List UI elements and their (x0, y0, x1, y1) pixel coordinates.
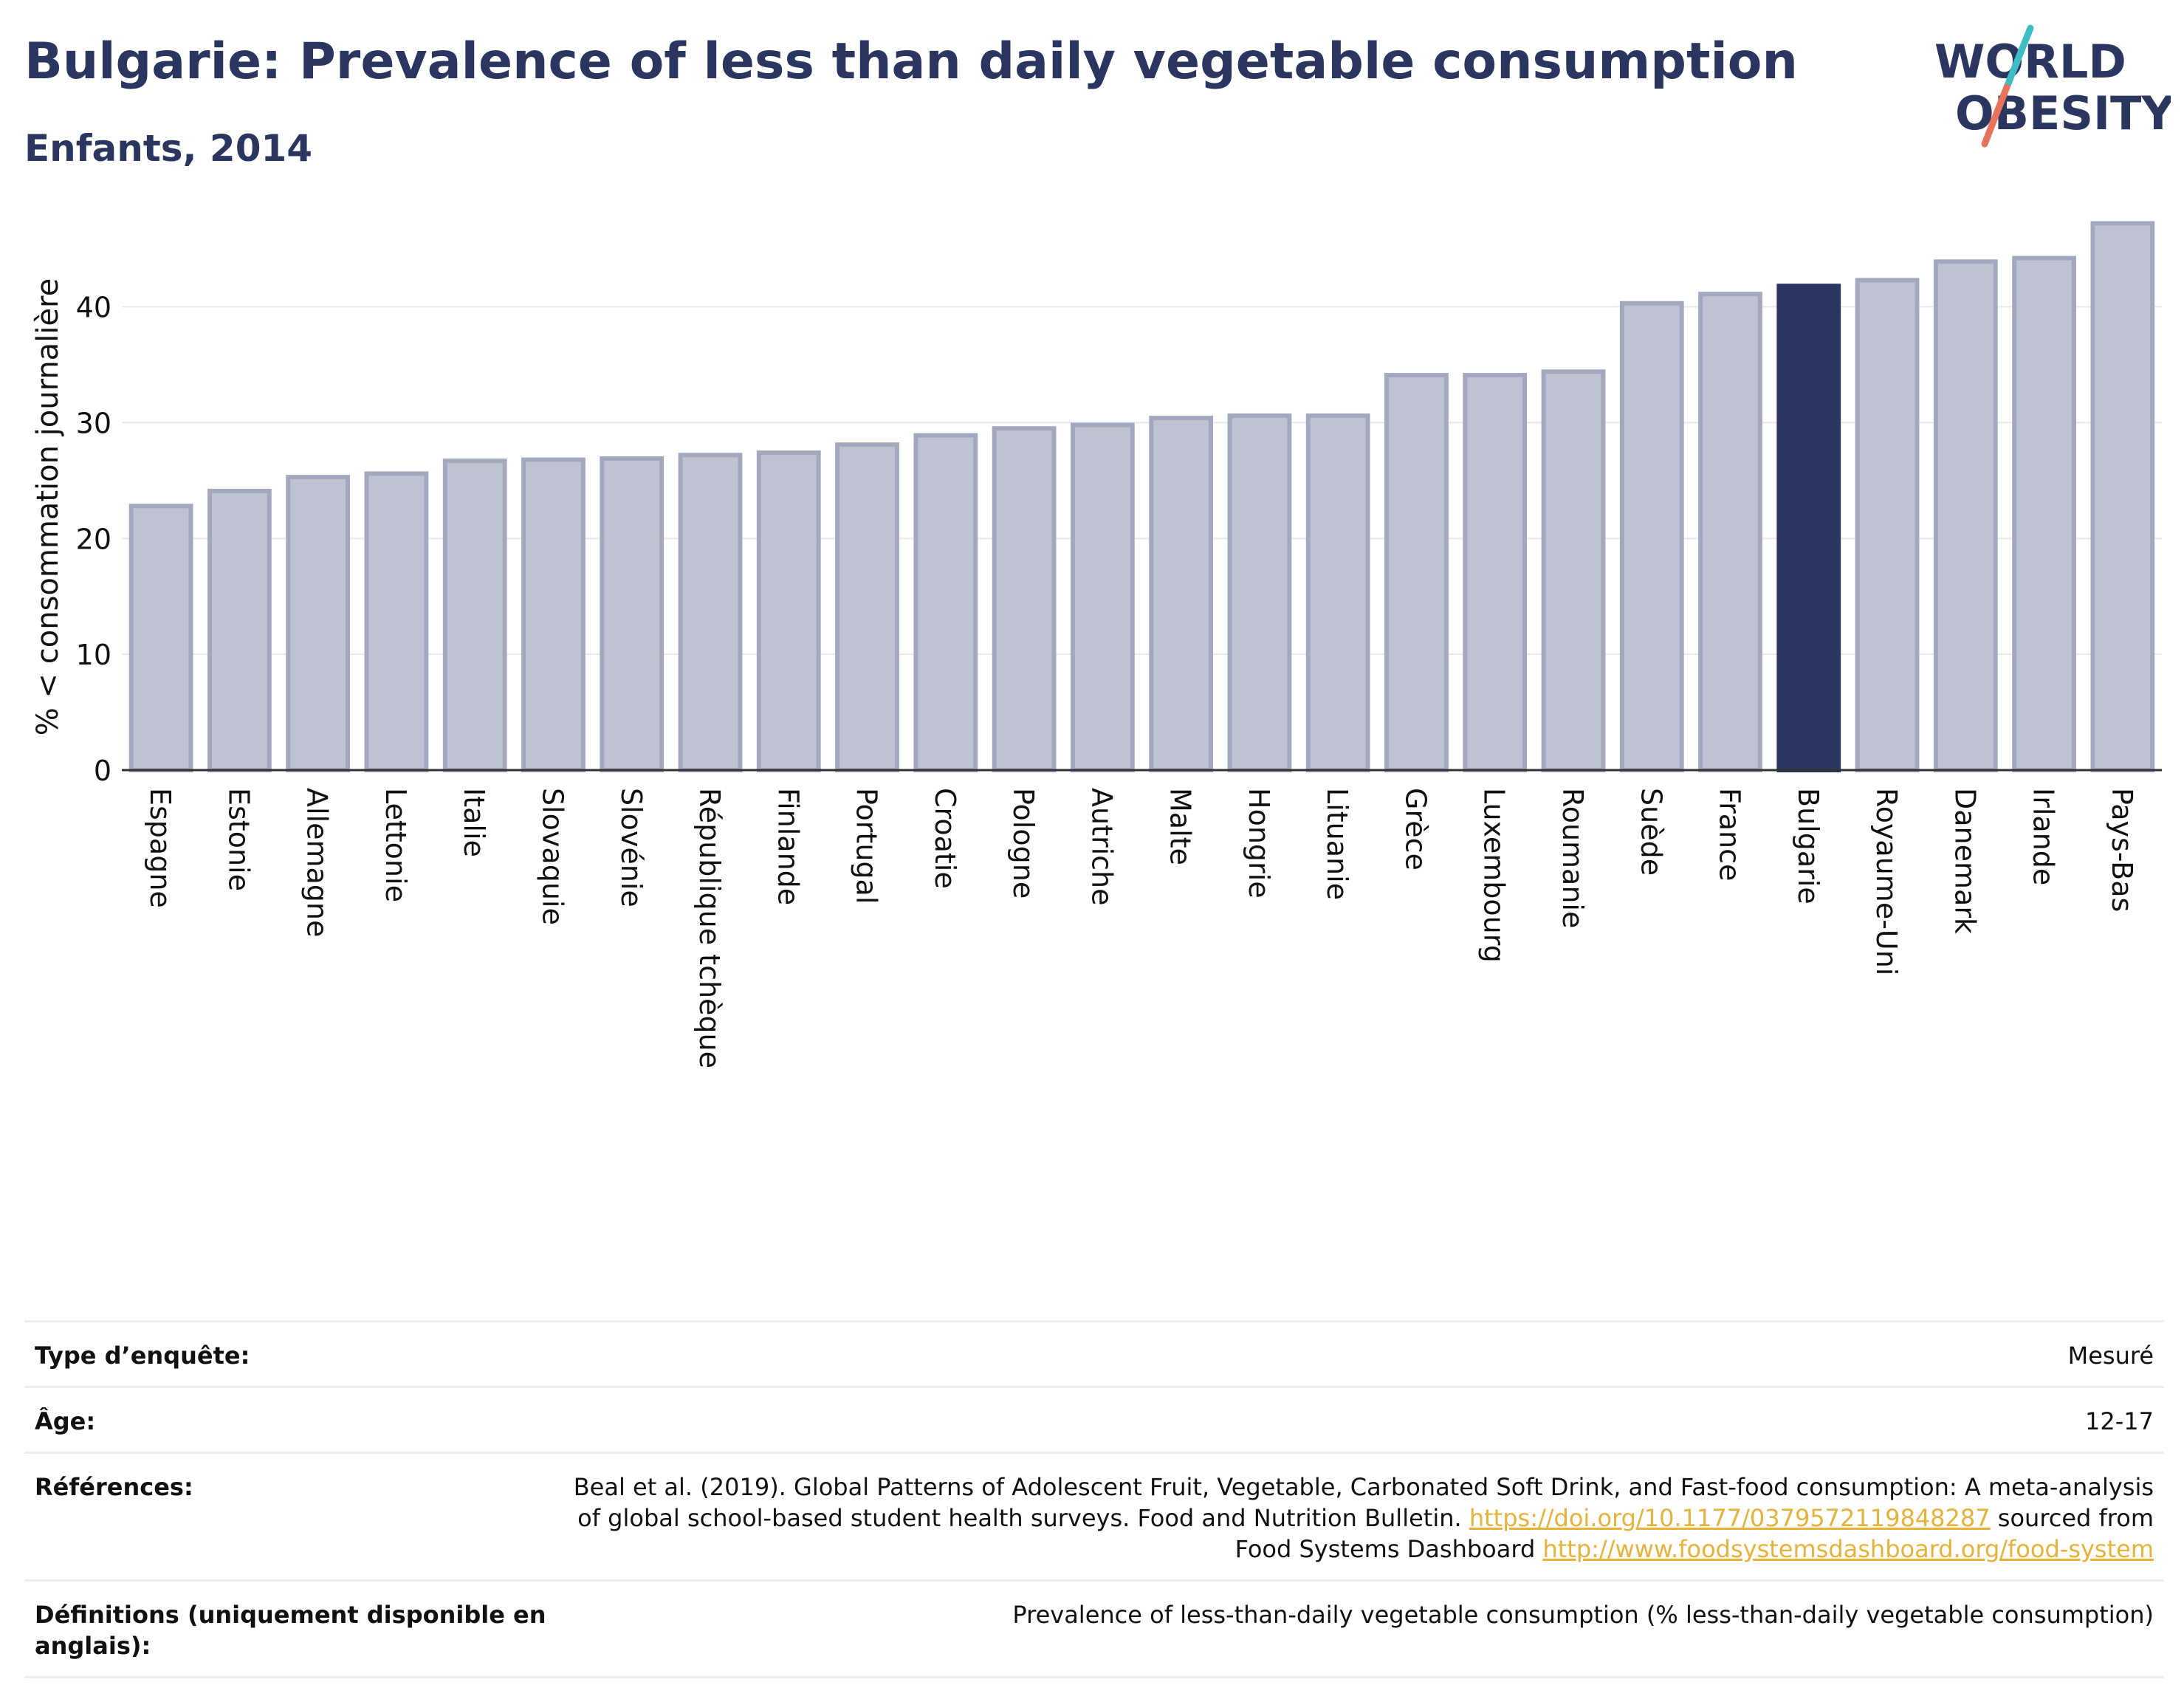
age-label: Âge: (35, 1407, 96, 1435)
x-tick-label: Lituanie (1321, 788, 1353, 900)
bar-danemark (1933, 259, 1998, 773)
chart-title: Bulgarie: Prevalence of less than daily … (24, 32, 1798, 91)
logo-slash-top (2003, 24, 2034, 91)
x-tick-label: Grèce (1399, 788, 1432, 871)
y-axis-ticks: 0 10 20 30 40 (76, 292, 111, 788)
y-tick-label: 30 (76, 407, 111, 439)
x-tick-label: Suède (1635, 788, 1667, 876)
y-tick-label: 0 (94, 755, 111, 787)
x-tick-label: Croatie (929, 788, 961, 889)
x-tick-label: Pologne (1007, 788, 1040, 899)
bar-luxembourg (1463, 373, 1528, 772)
logo-text-world: WORLD (1934, 35, 2126, 89)
survey-type-label: Type d’enquête: (35, 1342, 250, 1370)
bar-gr-ce (1384, 373, 1449, 772)
bars (128, 221, 2155, 773)
references-value: Beal et al. (2019). Global Patterns of A… (552, 1472, 2154, 1565)
age-value: 12-17 (2085, 1407, 2154, 1435)
x-tick-label: Finlande (772, 788, 804, 905)
x-tick-label: Royaume-Uni (1870, 788, 1903, 975)
bar-malte (1149, 416, 1214, 772)
bar-croatie (913, 433, 978, 772)
x-tick-label: Malte (1164, 788, 1197, 865)
x-tick-label: Slovaquie (536, 788, 569, 925)
x-tick-label: Estonie (222, 788, 255, 891)
definitions-row: Définitions (uniquement disponible en an… (24, 1579, 2164, 1678)
metadata-table: Type d’enquête: Mesuré Âge: 12-17 Référe… (24, 1320, 2164, 1678)
survey-type-row: Type d’enquête: Mesuré (24, 1320, 2164, 1386)
bar-su-de (1619, 301, 1684, 772)
x-tick-label: Espagne (144, 788, 176, 908)
x-tick-label: Danemark (1948, 788, 1981, 934)
survey-type-value: Mesuré (2067, 1342, 2154, 1370)
bar-hongrie (1227, 413, 1292, 773)
definitions-value: Prevalence of less-than-daily vegetable … (1012, 1601, 2154, 1629)
x-tick-label: Slovénie (615, 788, 648, 907)
dashboard-link[interactable]: http://www.foodsystemsdashboard.org/food… (1542, 1535, 2154, 1563)
references-text: Beal et al. (2019). Global Patterns of A… (573, 1473, 2154, 1532)
x-tick-label: République tchèque (693, 788, 726, 1068)
bar-lettonie (364, 471, 429, 773)
x-tick-label: Italie (458, 788, 490, 857)
world-obesity-logo: WORLD OBESITY (1934, 24, 2171, 148)
bar-italie (442, 459, 507, 772)
y-tick-label: 10 (76, 639, 111, 671)
bar-finlande (756, 450, 821, 772)
bar-roumanie (1541, 369, 1606, 773)
bar-portugal (835, 442, 899, 773)
bar-irlande (2012, 255, 2076, 772)
references-source-text: sourced from Food Systems Dashboard (1234, 1504, 2154, 1563)
bar-autriche (1070, 422, 1135, 772)
y-tick-label: 40 (76, 292, 111, 324)
x-axis-ticks: Espagne Estonie Allemagne Lettonie Italie Slo… (144, 788, 2138, 1068)
x-tick-label: France (1714, 788, 1746, 881)
bar-r-publique-tch-que (678, 453, 743, 772)
bar-slovaquie (521, 457, 586, 772)
definitions-label: Définitions (uniquement disponible en an… (35, 1601, 546, 1660)
bar-allemagne (286, 475, 351, 772)
chart-subtitle: Enfants, 2014 (24, 127, 313, 170)
x-tick-label: Allemagne (301, 788, 334, 937)
x-tick-label: Luxembourg (1478, 788, 1511, 963)
x-tick-label: Autriche (1085, 788, 1118, 906)
x-tick-label: Portugal (851, 788, 883, 904)
x-tick-label: Bulgarie (1792, 788, 1824, 904)
bar-lituanie (1305, 413, 1370, 773)
bar-pays-bas (2090, 221, 2155, 772)
x-tick-label: Pays-Bas (2106, 788, 2138, 912)
bar-bulgarie (1776, 284, 1841, 772)
y-tick-label: 20 (76, 523, 111, 555)
x-tick-label: Irlande (2027, 788, 2060, 885)
bar-royaume-uni (1855, 278, 1920, 772)
age-row: Âge: 12-17 (24, 1386, 2164, 1452)
y-axis-label: % < consommation journalière (31, 278, 65, 735)
x-tick-label: Lettonie (380, 788, 412, 902)
references-row: Références: Beal et al. (2019). Global P… (24, 1452, 2164, 1579)
bar-pologne (992, 426, 1057, 772)
doi-link[interactable]: https://doi.org/10.1177/0379572119848287 (1469, 1504, 1991, 1532)
x-tick-label: Hongrie (1243, 788, 1275, 899)
bar-espagne (128, 504, 193, 772)
references-label: Références: (35, 1473, 193, 1501)
bar-estonie (207, 488, 272, 773)
bar-slov-nie (600, 456, 665, 772)
bar-chart: 0 10 20 30 40 Espagne Estonie Allemagne Lettoni… (31, 221, 2162, 1068)
bar-france (1698, 292, 1762, 772)
logo-slash-bottom (1981, 83, 2010, 148)
x-tick-label: Roumanie (1556, 788, 1589, 928)
